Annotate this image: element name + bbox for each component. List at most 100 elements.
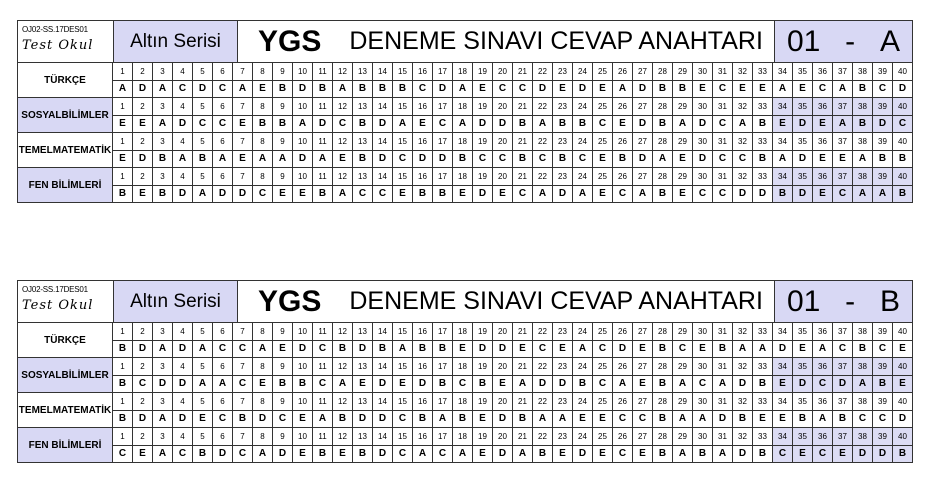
answer-cell: E (633, 375, 653, 392)
answer-cell: B (533, 445, 553, 462)
question-number: 16 (413, 168, 433, 185)
question-number: 38 (853, 358, 873, 375)
answer-cell: A (453, 80, 473, 97)
question-number: 33 (753, 133, 773, 150)
question-number: 6 (213, 98, 233, 115)
answer-cell: D (353, 410, 373, 427)
answer-cell: A (153, 115, 173, 132)
question-number: 30 (693, 133, 713, 150)
answer-cell: B (653, 375, 673, 392)
answer-cell: B (333, 340, 353, 357)
answer-cell: E (353, 375, 373, 392)
answer-cell: C (173, 80, 193, 97)
answer-cell: B (113, 340, 133, 357)
booklet-letter: B (879, 284, 900, 318)
question-number: 11 (313, 358, 333, 375)
question-number: 2 (133, 133, 153, 150)
test-okul-logo: Test Okul (22, 38, 94, 53)
section-label-line2: BİLİMLER (61, 369, 109, 381)
page-title: DENEME SINAVI CEVAP ANAHTARI (349, 27, 763, 55)
answer-cell: C (813, 375, 833, 392)
section-label: FEN BİLİMLERİ (18, 428, 113, 462)
question-number: 17 (433, 323, 453, 340)
question-number: 16 (413, 323, 433, 340)
question-number: 1 (113, 358, 133, 375)
question-number: 18 (453, 358, 473, 375)
question-number: 2 (133, 323, 153, 340)
question-number: 31 (713, 133, 733, 150)
answer-cell: E (293, 410, 313, 427)
question-number: 4 (173, 323, 193, 340)
question-number: 26 (613, 428, 633, 445)
section-label: TÜRKÇE (18, 63, 113, 97)
answer-cell: B (333, 410, 353, 427)
answer-cell: D (898, 413, 907, 425)
answer-cell: D (873, 115, 893, 132)
answer-cell: E (493, 185, 513, 202)
question-number: 20 (493, 323, 513, 340)
question-number: 27 (633, 63, 653, 80)
answer-cell: A (573, 340, 593, 357)
answer-cell: C (633, 410, 653, 427)
answer-cell: C (393, 445, 413, 462)
answer-cell: B (433, 340, 453, 357)
question-number: 2 (133, 98, 153, 115)
question-number: 12 (333, 358, 353, 375)
question-number: 30 (693, 428, 713, 445)
answer-cell: D (253, 410, 273, 427)
answer-cell: C (733, 150, 753, 167)
question-number: 11 (313, 428, 333, 445)
question-number: 25 (593, 428, 613, 445)
exam-type: YGS (258, 284, 322, 318)
answer-cell: A (533, 410, 553, 427)
question-number: 39 (873, 323, 893, 340)
answer-cell: D (633, 150, 653, 167)
answer-cell: C (413, 80, 433, 97)
answer-cell: B (693, 445, 713, 462)
question-number: 19 (473, 323, 493, 340)
answer-cell: A (553, 410, 573, 427)
question-number: 32 (733, 323, 753, 340)
answer-cell: B (353, 80, 373, 97)
question-number: 18 (453, 428, 473, 445)
question-number: 7 (233, 393, 253, 410)
answer-cell: E (473, 410, 493, 427)
answer-cell: D (433, 150, 453, 167)
question-number: 11 (313, 168, 333, 185)
answer-cell: E (593, 80, 613, 97)
question-number: 10 (293, 168, 313, 185)
question-number: 25 (593, 358, 613, 375)
question-number: 18 (453, 63, 473, 80)
question-number: 23 (553, 393, 573, 410)
answer-cell: A (513, 445, 533, 462)
answer-cell: B (433, 375, 453, 392)
question-number: 2 (133, 358, 153, 375)
question-number: 13 (353, 428, 373, 445)
answer-cell: D (233, 185, 253, 202)
question-number: 9 (273, 98, 293, 115)
question-number: 35 (793, 168, 813, 185)
answer-cell: D (713, 410, 733, 427)
question-number: 12 (333, 98, 353, 115)
question-number: 1 (113, 168, 133, 185)
question-number: 37 (833, 133, 853, 150)
answer-cell: A (733, 115, 753, 132)
answer-cell: E (813, 185, 833, 202)
question-number: 38 (853, 168, 873, 185)
question-number: 26 (613, 393, 633, 410)
answer-cell: C (213, 340, 233, 357)
answer-cell: A (273, 150, 293, 167)
question-number: 25 (593, 133, 613, 150)
answer-cell: E (573, 410, 593, 427)
question-number: 34 (773, 63, 793, 80)
answer-cell: C (873, 340, 893, 357)
answer-cell: D (693, 150, 713, 167)
question-number: 31 (713, 428, 733, 445)
question-number: 9 (273, 358, 293, 375)
answer-cell: B (153, 185, 173, 202)
question-number: 16 (413, 358, 433, 375)
question-number: 33 (753, 168, 773, 185)
answer-cell: E (593, 445, 613, 462)
answer-cell: B (193, 445, 213, 462)
